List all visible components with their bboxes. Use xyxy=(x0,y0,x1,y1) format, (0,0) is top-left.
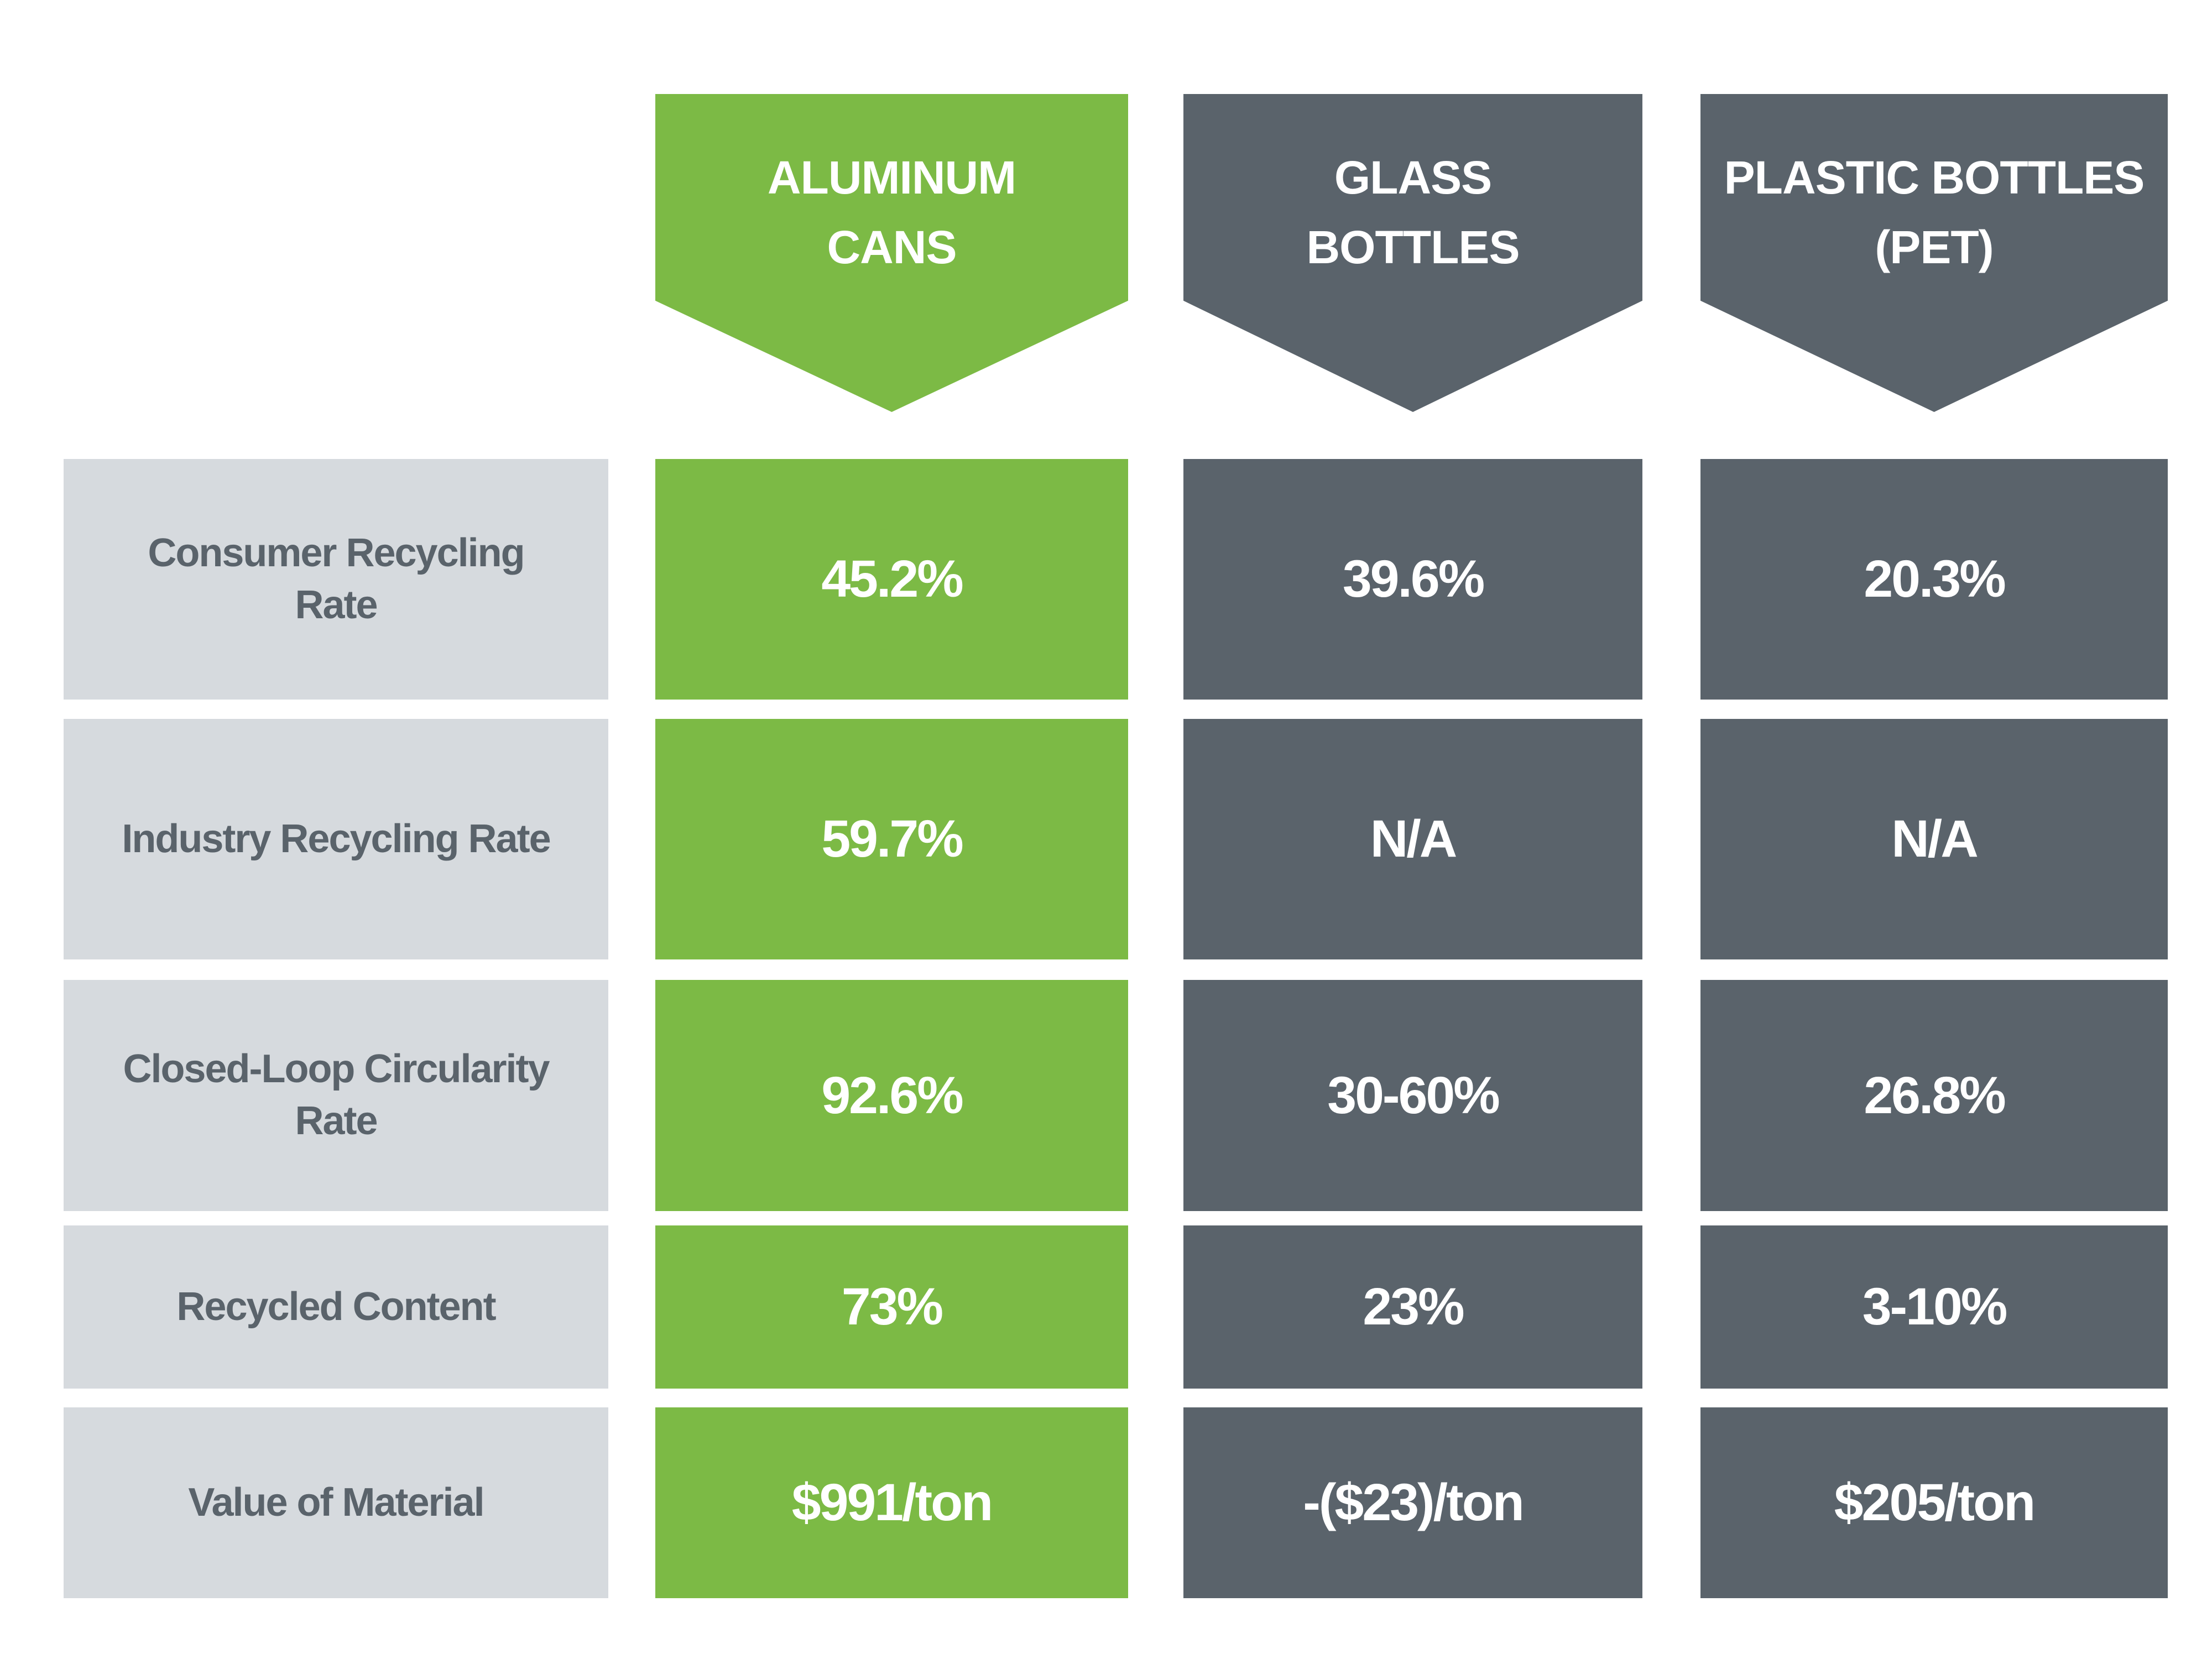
row-label-closed-loop-circularity-rate: Closed-Loop Circularity Rate xyxy=(64,980,608,1211)
row-label-text: Closed-Loop Circularity Rate xyxy=(123,1047,550,1143)
cell-aluminum-closed-loop-circularity-rate: 92.6% xyxy=(655,980,1128,1211)
cell-value: 30-60% xyxy=(1327,1066,1500,1125)
cell-value: 23% xyxy=(1363,1277,1464,1336)
column-header-glass-bottles: GLASS BOTTLES xyxy=(1183,94,1642,412)
column-header-plastic-bottles: PLASTIC BOTTLES (PET) xyxy=(1700,94,2168,412)
cell-aluminum-consumer-recycling-rate: 45.2% xyxy=(655,459,1128,700)
cell-aluminum-industry-recycling-rate: 59.7% xyxy=(655,719,1128,959)
column-header-text: PLASTIC BOTTLES (PET) xyxy=(1724,143,2145,412)
cell-glass-recycled-content: 23% xyxy=(1183,1225,1642,1389)
cell-aluminum-recycled-content: 73% xyxy=(655,1225,1128,1389)
header-line-2: BOTTLES xyxy=(1306,221,1520,273)
cell-value: 73% xyxy=(841,1277,943,1336)
header-line-1: ALUMINUM xyxy=(767,152,1016,204)
column-header-text: ALUMINUM CANS xyxy=(768,143,1016,412)
row-label-text: Consumer Recycling Rate xyxy=(148,530,525,627)
cell-value: 39.6% xyxy=(1342,550,1485,608)
header-line-2: CANS xyxy=(827,221,957,273)
column-header-text: GLASS BOTTLES xyxy=(1307,143,1520,412)
cell-value: 45.2% xyxy=(821,550,963,608)
cell-value: 3-10% xyxy=(1862,1277,2008,1336)
header-line-1: GLASS xyxy=(1334,152,1492,204)
cell-value: -($23)/ton xyxy=(1303,1473,1524,1532)
cell-aluminum-value-of-material: $991/ton xyxy=(655,1407,1128,1598)
cell-value: 59.7% xyxy=(821,810,963,868)
row-label-text: Value of Material xyxy=(188,1480,484,1525)
cell-value: 20.3% xyxy=(1864,550,2006,608)
row-label-text: Industry Recycling Rate xyxy=(122,816,551,861)
row-label-industry-recycling-rate: Industry Recycling Rate xyxy=(64,719,608,959)
cell-plastic-recycled-content: 3-10% xyxy=(1700,1225,2168,1389)
cell-glass-value-of-material: -($23)/ton xyxy=(1183,1407,1642,1598)
cell-plastic-industry-recycling-rate: N/A xyxy=(1700,719,2168,959)
header-line-2: (PET) xyxy=(1875,221,1994,273)
row-label-consumer-recycling-rate: Consumer Recycling Rate xyxy=(64,459,608,700)
cell-value: N/A xyxy=(1891,810,1979,868)
cell-glass-consumer-recycling-rate: 39.6% xyxy=(1183,459,1642,700)
row-label-text: Recycled Content xyxy=(176,1284,496,1329)
row-label-recycled-content: Recycled Content xyxy=(64,1225,608,1389)
cell-value: 26.8% xyxy=(1864,1066,2006,1125)
cell-plastic-consumer-recycling-rate: 20.3% xyxy=(1700,459,2168,700)
cell-value: $205/ton xyxy=(1834,1473,2036,1532)
cell-plastic-closed-loop-circularity-rate: 26.8% xyxy=(1700,980,2168,1211)
header-line-1: PLASTIC BOTTLES xyxy=(1724,152,2145,204)
cell-value: 92.6% xyxy=(821,1066,963,1125)
cell-glass-industry-recycling-rate: N/A xyxy=(1183,719,1642,959)
column-header-aluminum-cans: ALUMINUM CANS xyxy=(655,94,1128,412)
cell-glass-closed-loop-circularity-rate: 30-60% xyxy=(1183,980,1642,1211)
cell-plastic-value-of-material: $205/ton xyxy=(1700,1407,2168,1598)
cell-value: $991/ton xyxy=(791,1473,993,1532)
cell-value: N/A xyxy=(1370,810,1458,868)
row-label-value-of-material: Value of Material xyxy=(64,1407,608,1598)
